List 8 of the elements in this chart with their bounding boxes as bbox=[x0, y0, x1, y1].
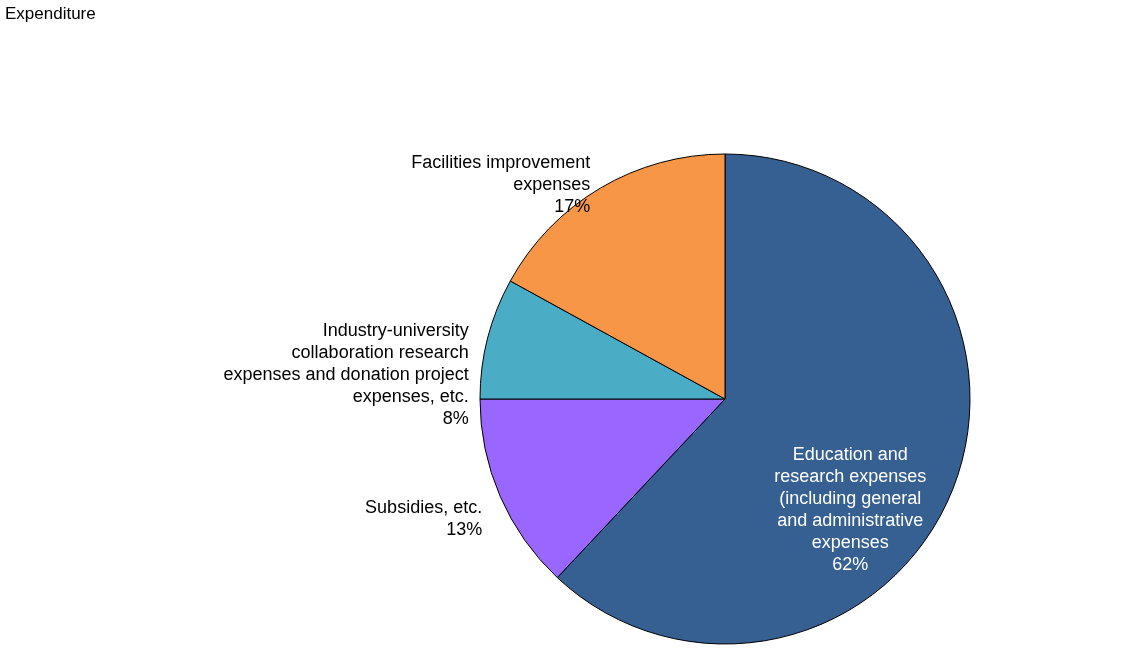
slice-label: Industry-university collaboration research expenses and donation project expenses, etc. bbox=[223, 319, 469, 406]
data-label: 62% bbox=[832, 553, 869, 574]
slice-label: Subsidies, etc. bbox=[365, 496, 483, 517]
slice-label: Education and research expenses (including general and administrative expenses bbox=[774, 443, 927, 552]
text: Expenditure bbox=[5, 4, 96, 23]
data-label: 13% bbox=[446, 518, 483, 539]
data-label: 8% bbox=[442, 407, 469, 428]
slice-label: Facilities improvement expenses bbox=[411, 151, 591, 194]
